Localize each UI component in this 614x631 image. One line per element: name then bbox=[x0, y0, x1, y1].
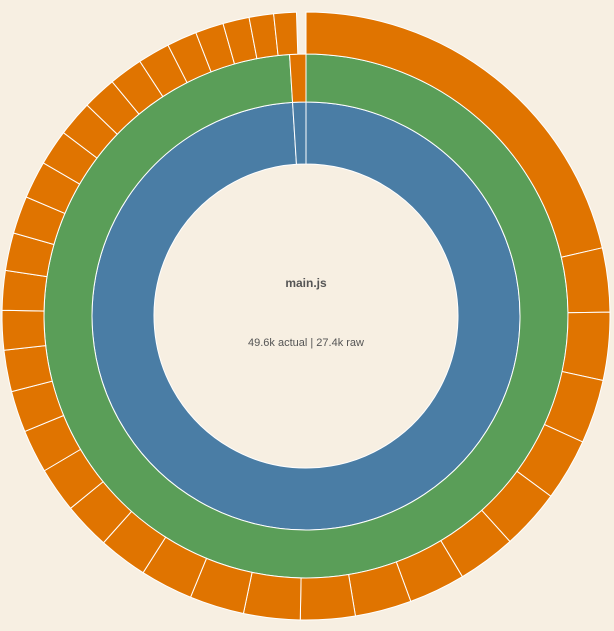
arc-segment bbox=[289, 53, 307, 103]
arc-segment bbox=[560, 247, 611, 314]
rings bbox=[1, 11, 611, 621]
arc-segment bbox=[1, 269, 48, 312]
arc-segment bbox=[242, 571, 302, 621]
center-title: main.js bbox=[285, 276, 327, 290]
arc-segment bbox=[561, 311, 611, 382]
arc-segment bbox=[91, 101, 521, 531]
center-subtitle: 49.6k actual | 27.4k raw bbox=[248, 337, 364, 349]
arc-segment bbox=[1, 309, 47, 351]
arc-segment bbox=[299, 573, 357, 621]
arc-segment bbox=[273, 11, 299, 57]
